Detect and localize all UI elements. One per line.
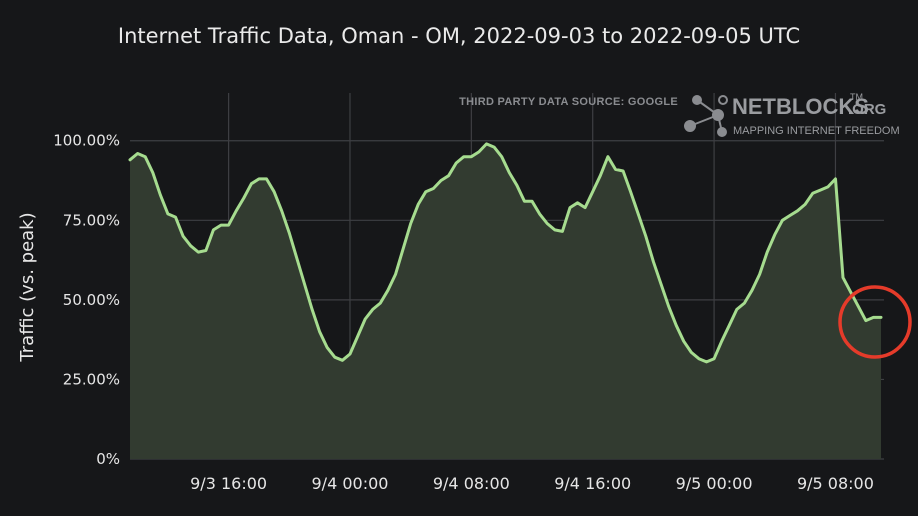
- x-tick-label: 9/3 16:00: [190, 474, 267, 493]
- x-tick-label: 9/4 00:00: [312, 474, 389, 493]
- series-line: [128, 142, 883, 364]
- x-tick-label: 9/5 00:00: [676, 474, 753, 493]
- highlight-circle: [838, 285, 912, 359]
- netblocks-logo: THIRD PARTY DATA SOURCE: GOOGLE NETBLOCK…: [459, 92, 900, 137]
- y-axis-ticks: 0% 25.00% 50.00% 75.00% 100.00%: [53, 132, 120, 468]
- y-tick-label: 100.00%: [53, 132, 120, 150]
- series-line-layer: [128, 142, 883, 364]
- y-tick-label: 50.00%: [63, 291, 120, 309]
- chart-title: Internet Traffic Data, Oman - OM, 2022-0…: [117, 24, 801, 48]
- y-tick-label: 25.00%: [63, 370, 120, 388]
- series-area-layer: [130, 143, 881, 459]
- x-tick-label: 9/4 16:00: [554, 474, 631, 493]
- x-tick-label: 9/5 08:00: [797, 474, 874, 493]
- y-tick-label: 0%: [96, 450, 120, 468]
- x-tick-label: 9/4 08:00: [433, 474, 510, 493]
- brand-tagline: MAPPING INTERNET FREEDOM: [733, 125, 900, 137]
- brand-name: NETBLOCKS: [732, 94, 869, 119]
- data-source-note: THIRD PARTY DATA SOURCE: GOOGLE: [459, 96, 678, 108]
- brand-org: .ORG: [848, 101, 886, 118]
- x-axis-ticks: 9/3 16:00 9/4 00:00 9/4 08:00 9/4 16:00 9/5 …: [190, 474, 874, 493]
- y-axis-label: Traffic (vs. peak): [17, 212, 38, 362]
- series-area: [130, 143, 881, 459]
- brand-tm: TM: [850, 92, 863, 102]
- y-tick-label: 75.00%: [63, 211, 120, 229]
- network-icon: [684, 95, 728, 137]
